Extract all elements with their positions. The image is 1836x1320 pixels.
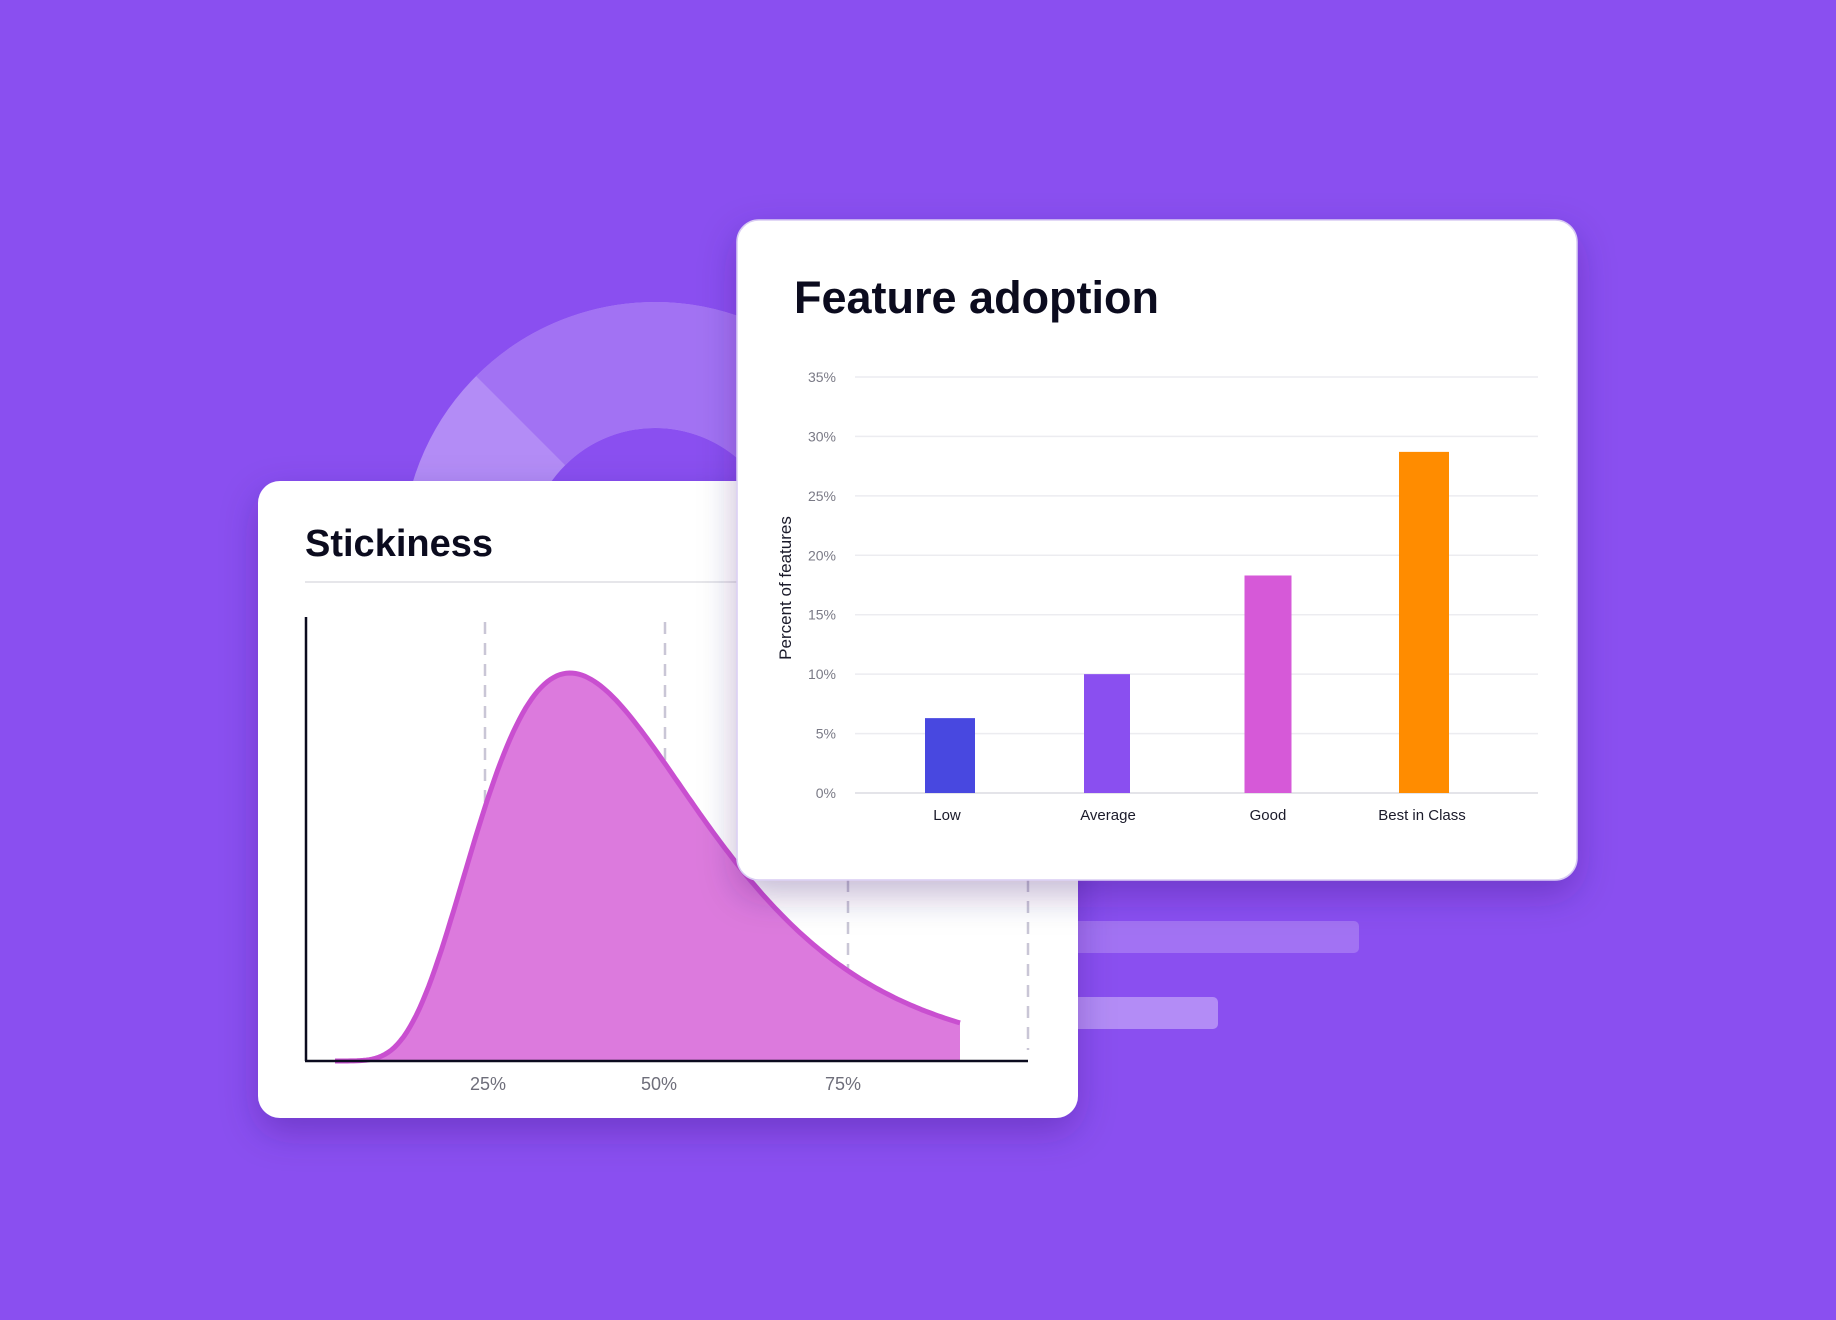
y-tick-label: 10% xyxy=(808,666,836,682)
y-tick-label: 20% xyxy=(808,547,836,563)
category-label: Average xyxy=(1080,807,1136,824)
distribution-curve xyxy=(335,670,961,1064)
background-bar-top xyxy=(1060,921,1359,953)
y-tick-label: 15% xyxy=(808,607,836,623)
feature-adoption-card: Feature adoption 0%5%10%15%20%25%30%35% … xyxy=(736,219,1578,881)
bar-y-tick-labels: 0% 5% 10% 15% 20% 25% 30% 35% xyxy=(808,369,836,801)
bar-marks xyxy=(925,451,1449,793)
y-axis-title: Percent of features xyxy=(776,516,795,660)
bar-category-labels: Low Average Good Best in Class xyxy=(933,807,1466,824)
distribution-area xyxy=(335,673,960,1061)
bar-low xyxy=(925,718,975,793)
feature-adoption-card-bg xyxy=(736,219,1578,881)
feature-adoption-title: Feature adoption xyxy=(794,272,1159,323)
stickiness-title: Stickiness xyxy=(305,523,493,565)
y-tick-label: 25% xyxy=(808,488,836,504)
bar-good xyxy=(1244,575,1292,793)
x-tick-label: 25% xyxy=(470,1074,506,1094)
y-tick-label: 5% xyxy=(816,726,836,742)
bar-best-in-class xyxy=(1399,451,1449,793)
category-label: Low xyxy=(933,807,961,824)
category-label: Good xyxy=(1250,807,1287,824)
x-tick-label: 75% xyxy=(825,1074,861,1094)
y-tick-label: 30% xyxy=(808,428,836,444)
x-tick-labels: 25% 50% 75% xyxy=(470,1074,861,1094)
category-label: Best in Class xyxy=(1378,807,1466,824)
bar-average xyxy=(1084,674,1130,793)
background-bar-bottom xyxy=(1060,997,1218,1029)
y-tick-label: 35% xyxy=(808,369,836,385)
y-tick-label: 0% xyxy=(816,785,836,801)
x-tick-label: 50% xyxy=(641,1074,677,1094)
